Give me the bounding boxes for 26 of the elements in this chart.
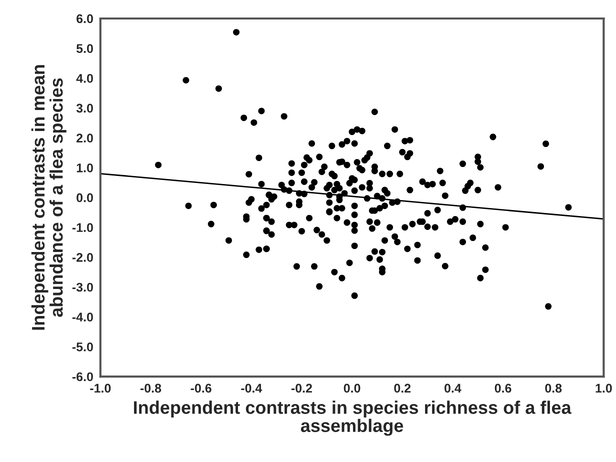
y-tick-label: 2.0 bbox=[76, 134, 93, 142]
x-tick-label: -0.8 bbox=[140, 384, 162, 393]
y-tick-label: -2.0 bbox=[72, 252, 93, 262]
y-tick-label: 1.0 bbox=[76, 163, 93, 172]
x-tick-label: -0.6 bbox=[190, 384, 212, 393]
x-tick-label: -0.4 bbox=[241, 384, 262, 393]
y-tick-label: 3.0 bbox=[76, 104, 93, 113]
y-tick-label: 5.0 bbox=[76, 44, 93, 53]
x-tick-label: -1.0 bbox=[90, 384, 111, 393]
y-tick-label: 0.0 bbox=[76, 193, 93, 202]
y-tick-label: -3.0 bbox=[72, 282, 93, 292]
y-tick-label: 6.0 bbox=[76, 14, 93, 24]
x-axis-title: Independent contrasts in species richness of a flea assemblage bbox=[134, 400, 572, 436]
y-tick-label: 4.0 bbox=[76, 74, 93, 83]
x-tick-label: 0.8 bbox=[545, 384, 562, 393]
y-tick-label: -1.0 bbox=[72, 223, 93, 232]
y-tick-label: -4.0 bbox=[72, 312, 93, 322]
y-tick-label: -5.0 bbox=[72, 342, 93, 352]
y-tick-label: -6.0 bbox=[72, 372, 93, 382]
x-tick-label: 0.0 bbox=[344, 384, 360, 393]
x-tick-label: 1.0 bbox=[596, 384, 612, 393]
y-axis-title: Independent contrasts in mean abundance of a flea species bbox=[31, 65, 66, 330]
x-tick-label: 0.6 bbox=[494, 384, 512, 393]
x-tick-label: -0.2 bbox=[291, 384, 312, 393]
x-tick-label: 0.4 bbox=[444, 384, 462, 393]
x-tick-label: 0.2 bbox=[394, 384, 411, 393]
